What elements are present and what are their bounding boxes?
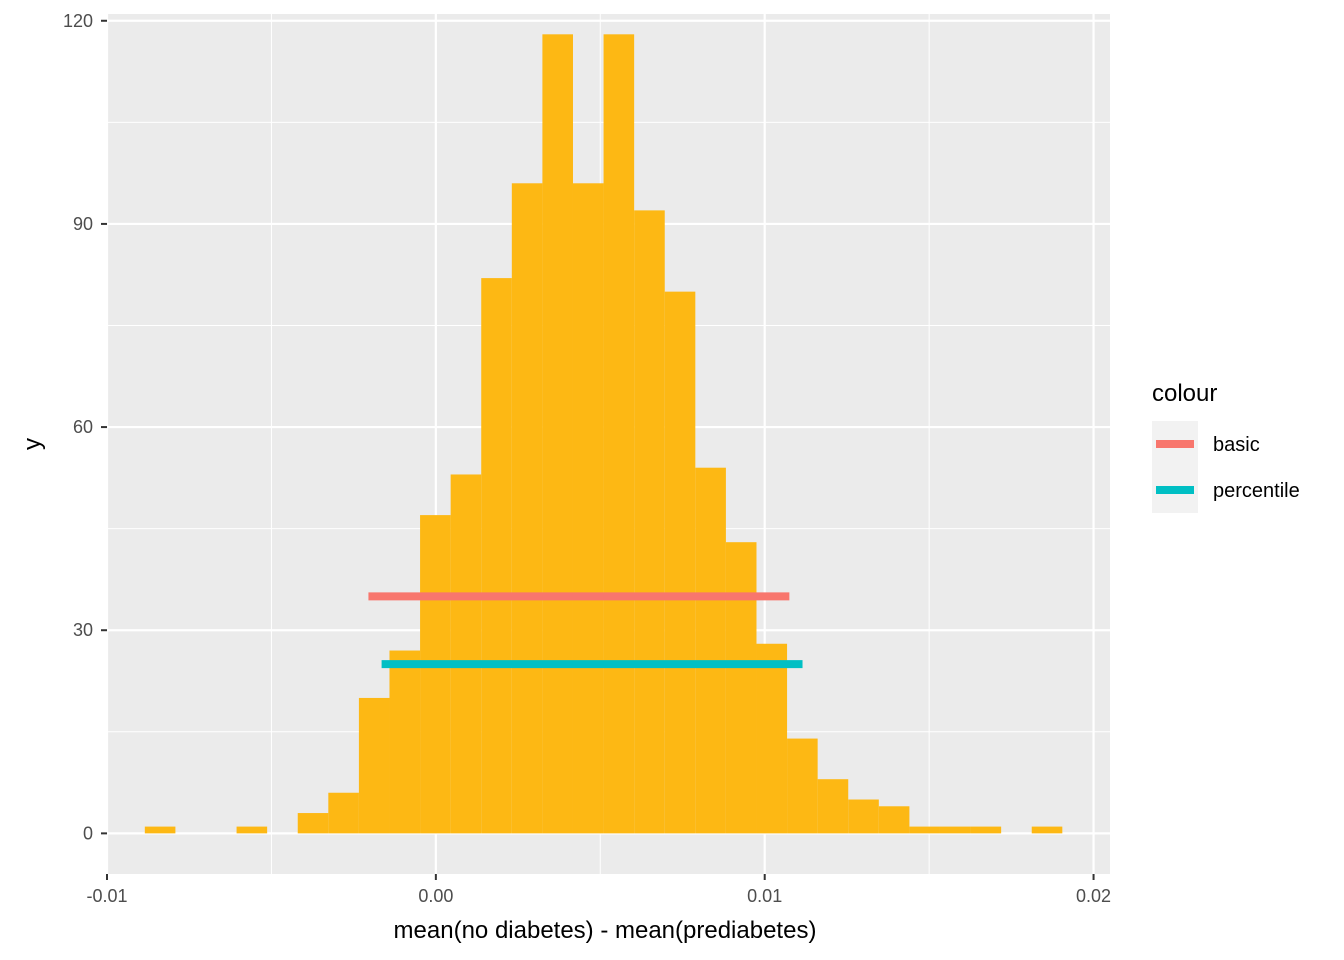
x-tick-label: -0.01 — [86, 886, 127, 906]
histogram-bar — [787, 738, 818, 834]
x-axis-title: mean(no diabetes) - mean(prediabetes) — [394, 917, 817, 944]
x-tick-label: 0.02 — [1076, 886, 1111, 906]
histogram-bar — [236, 826, 268, 834]
histogram-bar — [848, 799, 879, 834]
histogram-bar — [328, 792, 359, 834]
y-tick-label: 60 — [73, 417, 93, 437]
x-tick-label: 0.01 — [747, 886, 782, 906]
y-axis: 0 30 60 90 120 — [63, 11, 107, 843]
histogram-bar — [664, 291, 696, 834]
x-axis: -0.01 0.00 0.01 0.02 — [86, 874, 1111, 906]
legend: colour basic percentile — [1152, 380, 1300, 513]
y-tick-label: 90 — [73, 214, 93, 234]
legend-label-percentile: percentile — [1213, 480, 1300, 502]
histogram-bar — [817, 779, 849, 834]
legend-title: colour — [1152, 380, 1217, 407]
histogram-bar — [878, 806, 910, 834]
histogram-bar — [634, 210, 665, 834]
histogram-bar — [144, 826, 176, 834]
histogram-bar — [603, 34, 635, 834]
y-tick-label: 0 — [83, 823, 93, 843]
histogram-bar — [450, 474, 482, 834]
histogram-bar — [939, 826, 971, 834]
histogram-bar — [725, 542, 757, 834]
y-tick-label: 30 — [73, 620, 93, 640]
histogram-bars — [144, 34, 1063, 834]
histogram-bar — [297, 813, 329, 834]
histogram-bar — [756, 643, 788, 834]
histogram-bar — [481, 278, 512, 834]
interval-segments — [368, 592, 803, 669]
histogram-bar — [511, 183, 543, 834]
histogram-bar — [1031, 826, 1063, 834]
y-axis-title: y — [19, 438, 46, 450]
x-tick-label: 0.00 — [418, 886, 453, 906]
histogram-bar — [695, 467, 726, 834]
legend-key-background — [1152, 421, 1198, 513]
histogram-bar — [542, 34, 573, 834]
legend-items: basic percentile — [1156, 434, 1300, 502]
histogram-bar — [420, 515, 451, 834]
histogram-bar — [970, 826, 1002, 834]
histogram-bar — [909, 826, 940, 834]
y-tick-label: 120 — [63, 11, 93, 31]
legend-label-basic: basic — [1213, 434, 1260, 456]
histogram-bar — [389, 650, 421, 834]
histogram-bar — [572, 183, 604, 834]
histogram-bar — [358, 697, 390, 834]
